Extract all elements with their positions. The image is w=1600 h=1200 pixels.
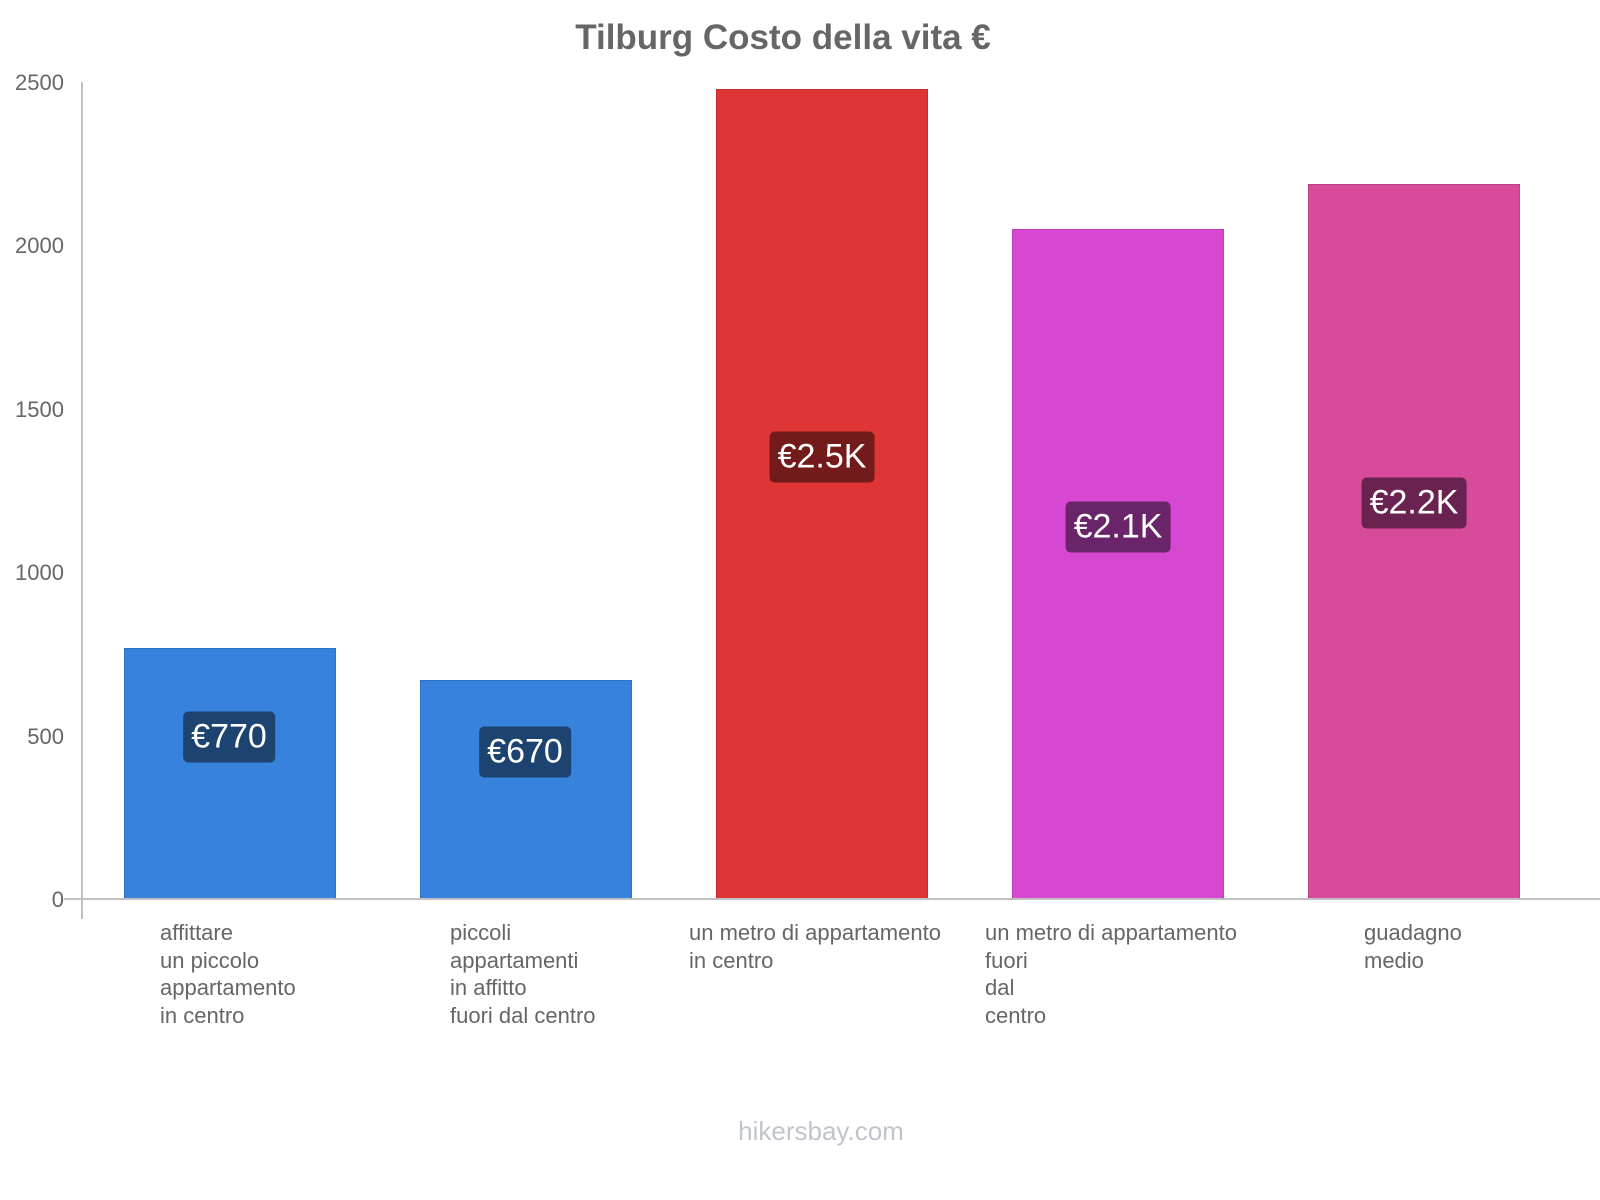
bar-sqm-outside <box>1012 229 1224 899</box>
y-tick-1000: 1000 <box>15 560 64 585</box>
y-tick-500: 500 <box>27 724 64 749</box>
y-tick-2500: 2500 <box>15 70 64 95</box>
value-label-2-2k: €2.2K <box>1361 477 1467 529</box>
y-axis-line <box>81 82 83 919</box>
y-tick-0: 0 <box>51 887 64 912</box>
x-label-sqm-outside: un metro di appartamento fuori dal centr… <box>985 920 1237 1028</box>
watermark: hikersbay.com <box>738 1116 904 1146</box>
x-label-rent-small-apartment-outside: piccoli appartamenti in affitto fuori da… <box>450 920 596 1028</box>
chart-title: Tilburg Costo della vita € <box>575 18 991 57</box>
x-label-average-salary: guadagno medio <box>1364 920 1462 973</box>
x-label-rent-small-apartment-centre: affittare un piccolo appartamento in cen… <box>160 920 296 1028</box>
y-tick-1500: 1500 <box>15 397 64 422</box>
x-label-sqm-centre: un metro di appartamento in centro <box>689 920 941 973</box>
bar-rent-small-apartment-outside <box>420 680 632 899</box>
y-tick-2000: 2000 <box>15 233 64 258</box>
bar-sqm-centre <box>716 89 928 899</box>
value-label-2-5k: €2.5K <box>769 431 875 483</box>
bar-average-salary <box>1308 184 1520 899</box>
value-label-670: €670 <box>479 726 571 778</box>
bar-rent-small-apartment-centre <box>124 648 336 899</box>
x-axis-line <box>64 898 1600 900</box>
value-label-2-1k: €2.1K <box>1065 501 1171 553</box>
value-label-770: €770 <box>183 711 275 763</box>
